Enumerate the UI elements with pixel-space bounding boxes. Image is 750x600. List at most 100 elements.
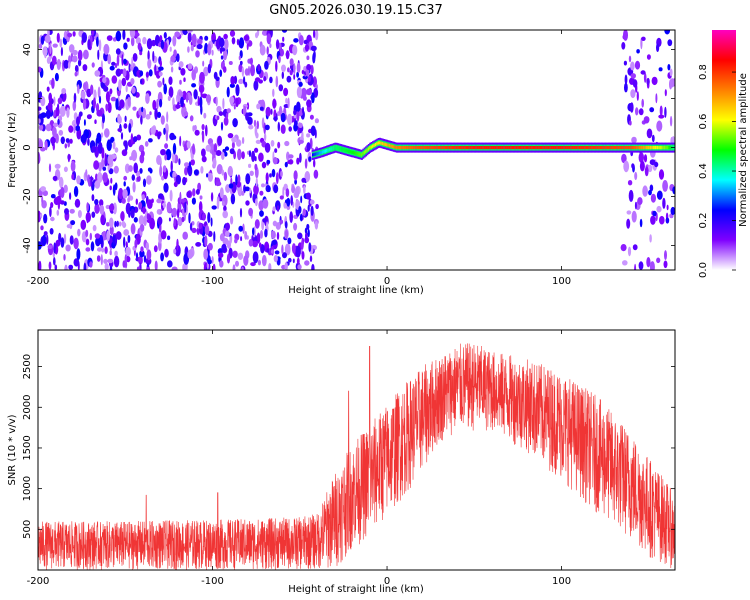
spectrogram-ridge-cell: [525, 146, 528, 150]
spectrogram-cell: [234, 238, 238, 244]
spectrogram-cell: [76, 175, 81, 185]
spectrogram-cell: [649, 107, 655, 113]
spectrogram-cell: [99, 199, 104, 207]
spectrogram-cell: [650, 215, 656, 225]
spectrogram-ridge-cell: [665, 146, 668, 150]
x-tick-label: -100: [201, 576, 224, 587]
spectrogram-ridge-cell: [640, 146, 643, 150]
spectrogram-ridge-cell: [656, 146, 659, 150]
spectrogram-cell: [96, 109, 103, 117]
spectrogram-cell: [97, 49, 100, 60]
spectrogram-cell: [245, 200, 250, 206]
spectrogram-cell: [134, 239, 138, 249]
spectrogram-cell: [161, 205, 164, 210]
spectrogram-cell: [132, 53, 138, 62]
spectrogram-cell: [307, 204, 310, 212]
spectrogram-cell: [241, 266, 244, 270]
spectrogram-cell: [113, 255, 120, 268]
spectrogram-ridge-cell: [398, 146, 401, 150]
spectrogram-cell: [232, 118, 238, 128]
spectrogram-ridge-cell: [330, 147, 333, 151]
spectrogram-cell: [114, 147, 119, 153]
spectrogram-cell: [241, 66, 245, 77]
spectrogram-cell: [278, 105, 283, 116]
spectrogram-ridge-cell: [482, 146, 485, 150]
spectrogram-x-label: Height of straight line (km): [288, 285, 424, 296]
spectrogram-cell: [178, 91, 184, 97]
spectrogram-ridge-cell: [314, 152, 317, 156]
spectrogram-cell: [305, 192, 311, 200]
spectrogram-ridge-cell: [374, 143, 377, 147]
spectrogram-cell: [224, 146, 230, 151]
spectrogram-cell: [113, 165, 119, 174]
spectrogram-cell: [157, 216, 163, 226]
spectrogram-cell: [123, 236, 126, 248]
spectrogram-cell: [158, 71, 163, 77]
spectrogram-ridge-cell: [344, 148, 347, 152]
spectrogram-cell: [635, 107, 639, 116]
spectrogram-cell: [100, 254, 103, 266]
spectrogram-cell: [279, 48, 285, 57]
spectrogram-ridge-cell: [441, 146, 444, 150]
spectrogram-cell: [102, 172, 108, 183]
spectrogram-ridge-cell: [550, 146, 553, 150]
spectrogram-cell: [111, 61, 116, 66]
spectrogram-cell: [136, 175, 141, 182]
spectrogram-cell: [235, 97, 239, 108]
spectrogram-cell: [217, 135, 223, 146]
spectrogram-cell: [640, 70, 646, 75]
spectrogram-cell: [107, 165, 110, 171]
spectrogram-cell: [304, 227, 308, 234]
spectrogram-cell: [282, 36, 285, 42]
spectrogram-cell: [187, 165, 190, 173]
spectrogram-cell: [658, 169, 665, 180]
spectrogram-cell: [153, 245, 158, 253]
spectrogram-cell: [647, 164, 653, 173]
spectrogram-cell: [244, 68, 250, 76]
snr-y-label: SNR (10 * v/v): [7, 414, 18, 485]
spectrogram-cell: [126, 37, 130, 42]
spectrogram-cell: [123, 58, 127, 65]
spectrogram-cell: [83, 82, 87, 91]
spectrogram-ridge-cell: [584, 146, 587, 150]
spectrogram-ridge-cell: [471, 146, 474, 150]
colorbar-ticks: 0.0 0.2 0.4 0.6 0.8: [698, 64, 736, 278]
spectrogram-cell: [311, 263, 315, 270]
spectrogram-cell: [255, 198, 258, 207]
spectrogram-ridge-cell: [573, 146, 576, 150]
spectrogram-cell: [169, 189, 173, 202]
spectrogram-cell: [53, 109, 56, 118]
spectrogram-cell: [302, 95, 307, 101]
spectrogram-cell: [293, 73, 296, 80]
spectrogram-ridge-cell: [621, 146, 624, 150]
spectrogram-cell: [60, 46, 64, 57]
spectrogram-cell: [261, 183, 265, 188]
spectrogram-cell: [650, 193, 657, 203]
spectrogram-cell: [59, 38, 63, 48]
spectrogram-cell: [210, 217, 213, 227]
spectrogram-cell: [656, 120, 663, 132]
spectrogram-ridge-cell: [472, 146, 475, 150]
spectrogram-cell: [38, 260, 42, 270]
spectrogram-ridge-cell: [384, 142, 387, 146]
spectrogram-cell: [289, 64, 294, 70]
spectrogram-ridge-cell: [557, 146, 560, 150]
spectrogram-cell: [173, 217, 177, 227]
spectrogram-cell: [124, 115, 127, 123]
spectrogram-cell: [108, 204, 115, 211]
spectrogram-cell: [216, 105, 222, 113]
spectrogram-cell: [60, 237, 65, 248]
spectrogram-cell: [649, 184, 654, 192]
spectrogram-cell: [203, 112, 207, 119]
spectrogram-cell: [266, 159, 271, 165]
spectrogram-ridge-cell: [339, 147, 342, 151]
spectrogram-cell: [154, 260, 158, 270]
spectrogram-cell: [40, 212, 43, 219]
spectrogram-cell: [250, 262, 256, 267]
spectrogram-cell: [40, 35, 45, 45]
spectrogram-cell: [56, 209, 60, 216]
spectrogram-cell: [180, 68, 186, 76]
spectrogram-ridge-cell: [485, 146, 488, 150]
spectrogram-cell: [166, 201, 172, 213]
spectrogram-cell: [287, 113, 293, 126]
